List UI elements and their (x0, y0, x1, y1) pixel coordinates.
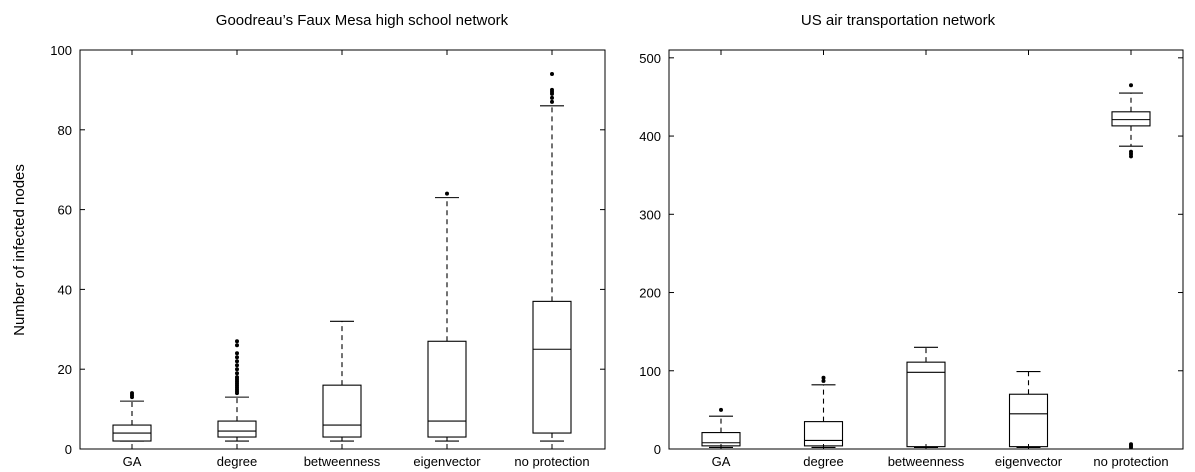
y-tick-label: 200 (639, 286, 661, 301)
x-tick-label: degree (803, 454, 843, 469)
y-tick-label: 100 (639, 364, 661, 379)
chart-title-left: Goodreau’s Faux Mesa high school network (216, 12, 509, 29)
x-tick-label: GA (712, 454, 731, 469)
box-GA (112, 391, 152, 442)
y-tick-label: 500 (639, 51, 661, 66)
y-tick-label: 400 (639, 129, 661, 144)
outlier-point (235, 371, 239, 376)
outlier-point (235, 363, 239, 368)
iqr-box (701, 432, 741, 447)
x-tick-label: GA (123, 454, 142, 469)
iqr-box (532, 300, 572, 434)
iqr-box (1008, 393, 1049, 448)
x-tick-label: no protection (514, 454, 589, 469)
x-tick-label: betweenness (888, 454, 965, 469)
outlier-point (550, 95, 554, 100)
boxes-right (701, 83, 1151, 450)
y-tick-label: 40 (58, 282, 72, 297)
x-tick-label: betweenness (304, 454, 381, 469)
x-tick-label: degree (217, 454, 257, 469)
y-ticks-left: 0 20 40 60 80 100 (50, 43, 605, 457)
y-tick-label: 20 (58, 362, 72, 377)
outlier-point (550, 87, 554, 92)
outlier-point (235, 339, 239, 344)
x-ticks-right: GA degree betweenness eigenvector no protect… (712, 50, 1169, 469)
iqr-box (322, 384, 362, 438)
box-degree (803, 375, 844, 448)
y-tick-label: 100 (50, 43, 72, 58)
iqr-box (803, 421, 844, 447)
outlier-point (445, 191, 449, 196)
iqr-box (906, 361, 946, 448)
y-tick-label: 0 (654, 442, 661, 457)
y-axis-label-left: Number of infected nodes (11, 164, 28, 336)
x-tick-label: eigenvector (995, 454, 1063, 469)
box-betweenness (322, 320, 362, 442)
x-tick-label: eigenvector (413, 454, 481, 469)
box-GA (701, 407, 741, 448)
iqr-box (217, 420, 257, 438)
plot-area-left (79, 49, 606, 450)
box-eigenvector (1008, 370, 1049, 448)
box-no-protection (1111, 83, 1151, 450)
chart-title-right: US air transportation network (801, 12, 996, 29)
box-degree (217, 339, 257, 442)
y-tick-label: 300 (639, 207, 661, 222)
outlier-point (550, 71, 554, 76)
outlier-point (1129, 83, 1133, 88)
x-tick-label: no protection (1093, 454, 1168, 469)
outlier-point (235, 343, 239, 348)
iqr-box (1111, 111, 1151, 127)
outlier-point (130, 391, 134, 396)
y-tick-label: 0 (65, 442, 72, 457)
x-ticks-left: GA degree betweenness eigenvector no protect… (123, 50, 590, 469)
outlier-point (235, 355, 239, 360)
iqr-box (427, 340, 467, 438)
panel-us-air: US air transportation network 0 100 200 300… (639, 12, 1184, 469)
box-no-protection (532, 71, 572, 442)
y-tick-label: 80 (58, 123, 72, 138)
outlier-point (235, 359, 239, 364)
panel-faux-mesa: Goodreau’s Faux Mesa high school network… (11, 12, 606, 469)
outlier-point (719, 407, 723, 412)
outlier-point (1129, 149, 1133, 154)
outlier-point (550, 99, 554, 104)
outlier-point (235, 351, 239, 356)
y-tick-label: 60 (58, 203, 72, 218)
box-eigenvector (427, 191, 467, 442)
outlier-point (821, 378, 826, 383)
outlier-point (235, 367, 239, 372)
y-ticks-right: 0 100 200 300 400 500 (639, 51, 1183, 457)
plot-area-right (668, 49, 1184, 450)
outlier-point (821, 375, 826, 380)
box-betweenness (906, 346, 946, 448)
outlier-point (1129, 442, 1133, 447)
outlier-point (235, 375, 239, 380)
boxes-left (112, 71, 572, 442)
